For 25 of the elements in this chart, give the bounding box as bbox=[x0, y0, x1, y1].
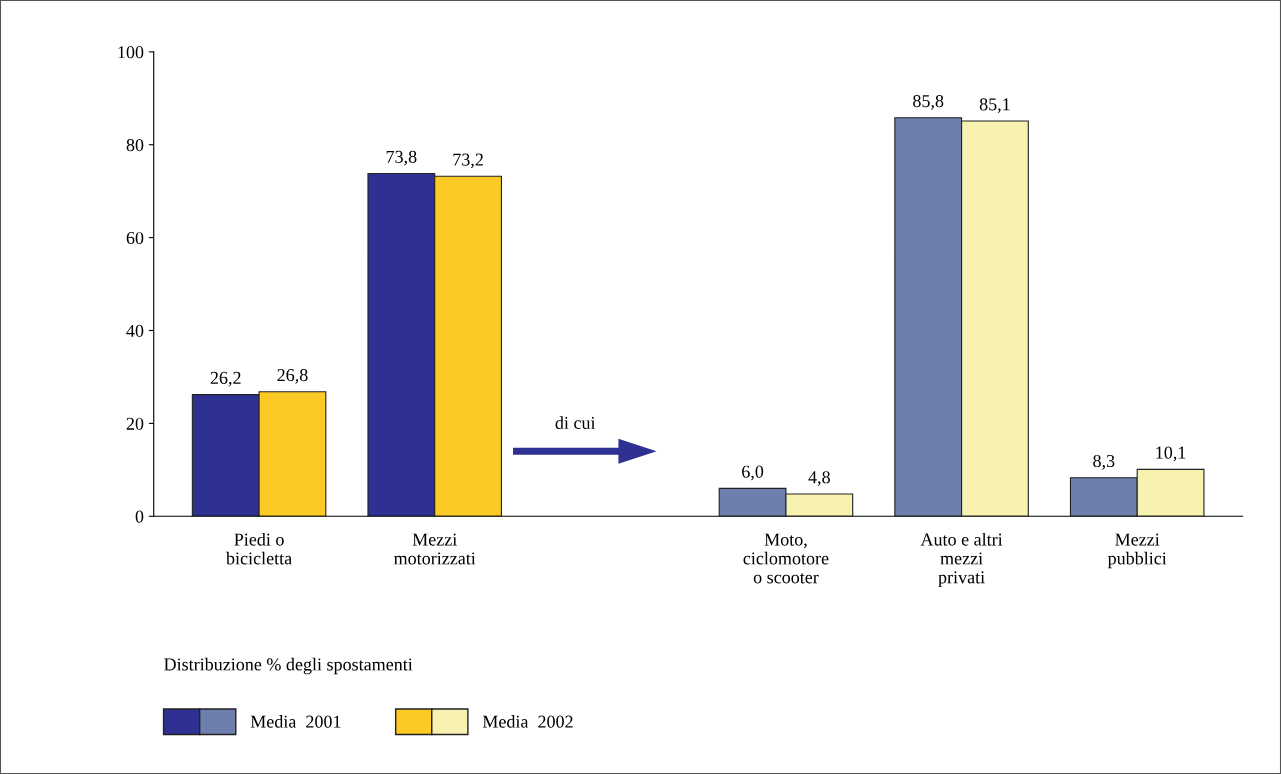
data-label: 8,3 bbox=[1093, 454, 1115, 470]
x-tick-label: Auto e altri mezzi privati bbox=[920, 532, 1003, 588]
legend-title: Distribuzione % degli spostamenti bbox=[164, 657, 413, 675]
data-label: 6,0 bbox=[742, 465, 764, 481]
legend-label: Media 2001 bbox=[250, 715, 341, 728]
data-label: 73,2 bbox=[453, 153, 483, 169]
x-tick-label: Mezzi pubblici bbox=[1107, 533, 1167, 569]
data-label: 85,1 bbox=[979, 98, 1010, 114]
legend-label: Media 2002 bbox=[482, 715, 573, 728]
y-tick-label: 20 bbox=[126, 417, 144, 430]
y-tick-label: 80 bbox=[126, 139, 144, 152]
data-label: 26,2 bbox=[210, 371, 241, 387]
y-tick-label: 100 bbox=[118, 46, 144, 59]
data-label: 4,8 bbox=[808, 471, 830, 486]
data-label: 73,8 bbox=[386, 150, 417, 166]
x-tick-label: Mezzi motorizzati bbox=[393, 533, 476, 565]
y-tick-label: 40 bbox=[126, 324, 144, 337]
data-label: 85,8 bbox=[913, 94, 944, 110]
data-label: 26,8 bbox=[277, 368, 308, 384]
data-label: 10,1 bbox=[1156, 446, 1186, 462]
y-tick-label: 60 bbox=[126, 231, 144, 245]
y-tick-label: 0 bbox=[135, 510, 144, 523]
x-tick-label: Moto, ciclomotore o scooter bbox=[743, 533, 829, 584]
annotation: di cui bbox=[555, 416, 596, 429]
x-tick-label: Piedi o bicicletta bbox=[226, 532, 292, 565]
